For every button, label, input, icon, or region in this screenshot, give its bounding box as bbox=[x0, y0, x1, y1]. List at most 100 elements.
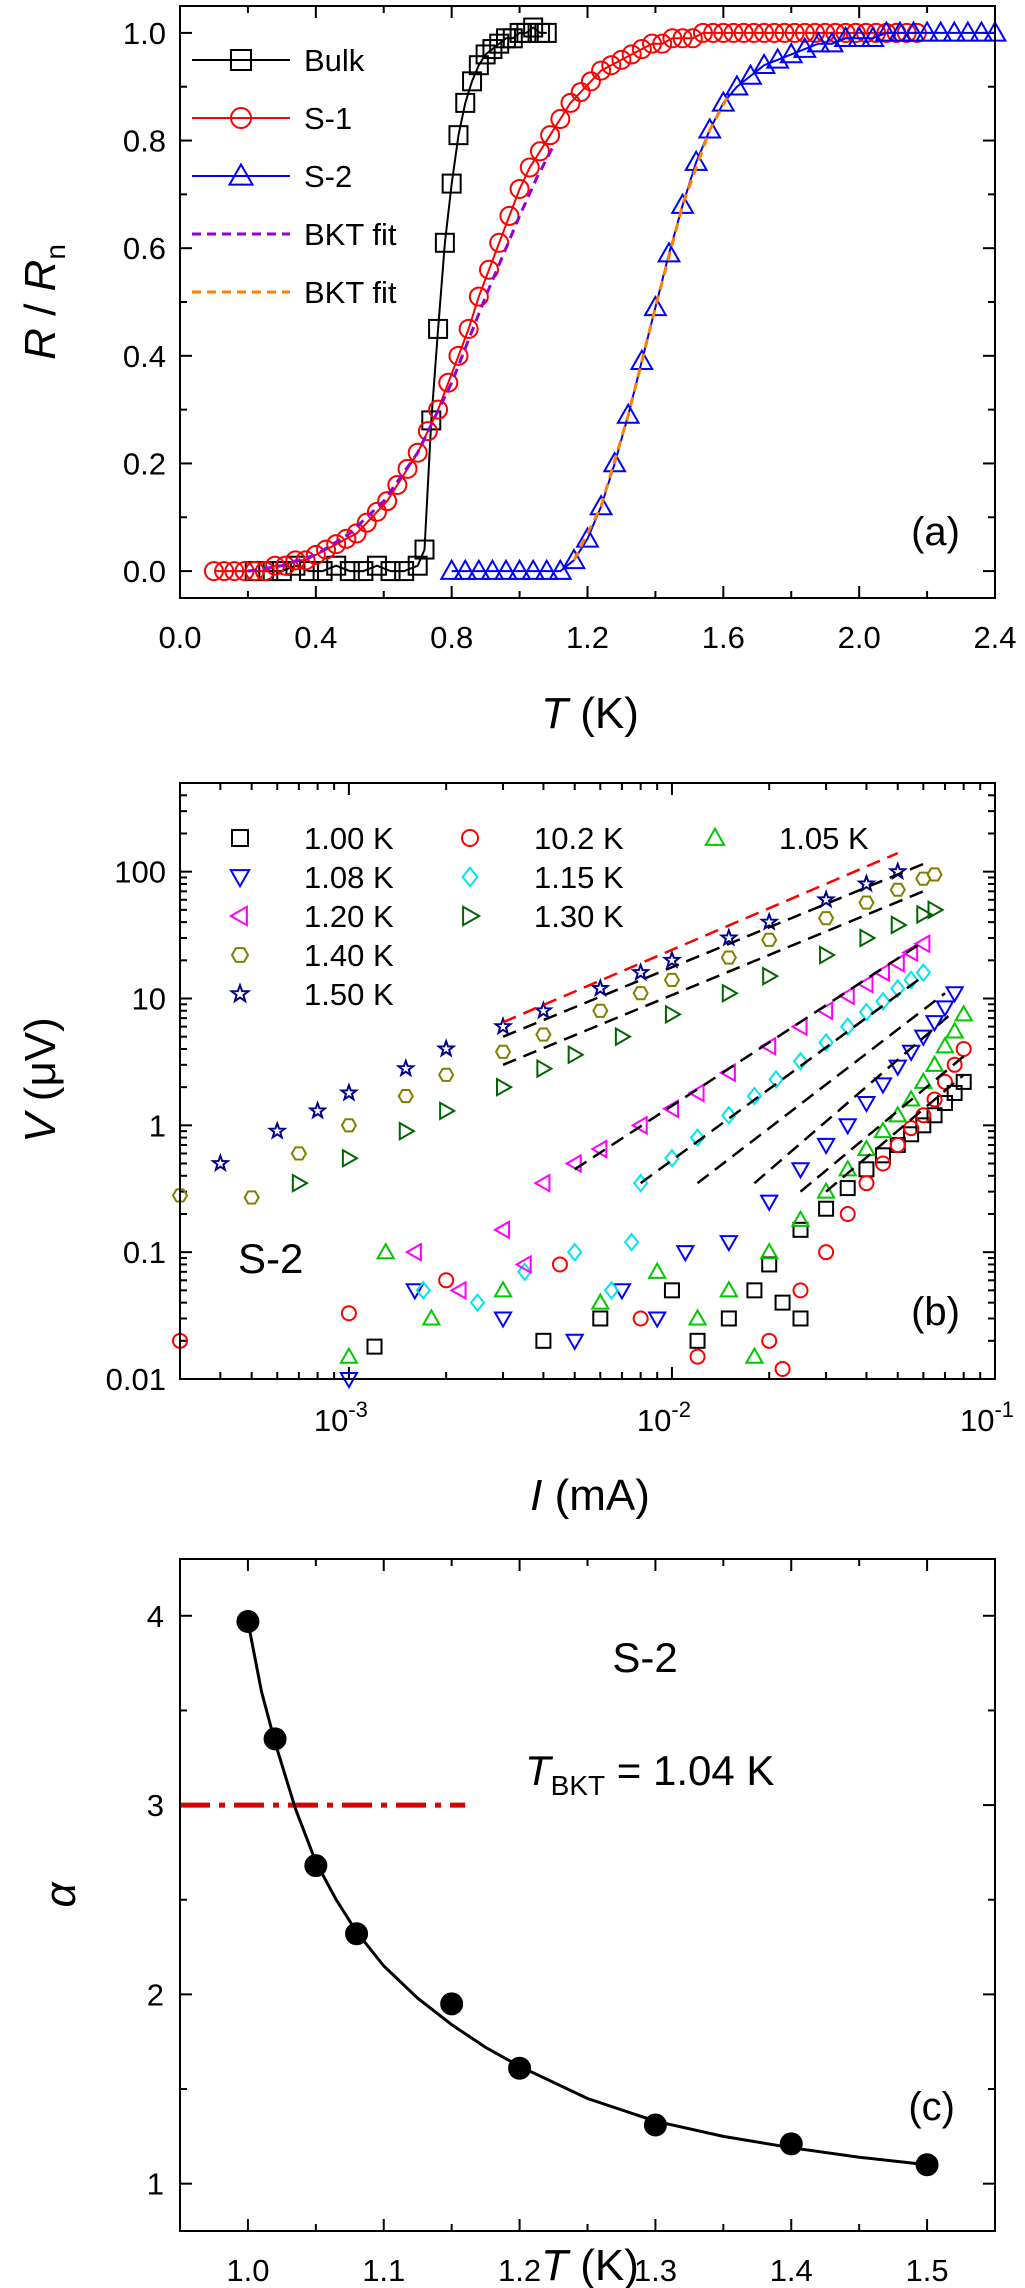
data-point-1_30K bbox=[859, 928, 877, 948]
data-point-s-1 bbox=[540, 125, 561, 146]
legend-marker bbox=[230, 49, 252, 71]
data-point-s-1 bbox=[336, 528, 357, 549]
panel-b-sample-label: S-2 bbox=[238, 1235, 303, 1282]
data-point-1_08K bbox=[887, 1059, 908, 1077]
data-point-1_50K bbox=[630, 961, 651, 982]
data-point-s-2 bbox=[955, 20, 980, 42]
data-point-10_2K bbox=[889, 1136, 906, 1153]
data-point-1_05K bbox=[744, 1346, 765, 1364]
data-point-10_2K bbox=[936, 1073, 953, 1090]
data-point-1_08K bbox=[493, 1311, 513, 1329]
data-point-1_20K bbox=[492, 1220, 511, 1240]
data-point-s-2 bbox=[928, 20, 953, 42]
data-point-s-2 bbox=[602, 451, 627, 473]
panel-a-data bbox=[203, 17, 1008, 582]
x-tick-label: 1.5 bbox=[906, 2253, 949, 2288]
data-point-1_50K bbox=[856, 873, 877, 893]
data-point-1_40K bbox=[243, 1190, 260, 1205]
data-point-10_2K bbox=[926, 1091, 943, 1108]
data-point-1_05K bbox=[339, 1346, 359, 1364]
data-point-1_05K bbox=[421, 1308, 442, 1326]
data-point-s-2 bbox=[466, 558, 491, 580]
data-point-bulk bbox=[489, 33, 510, 54]
data-point-1_08K bbox=[873, 1077, 893, 1095]
data-point-s-1 bbox=[754, 22, 775, 43]
data-point-1_30K bbox=[819, 945, 837, 965]
data-point-1_40K bbox=[926, 867, 943, 882]
panel-b-legend: 1.00 K 10.2 K 1.05 K 1.08 K 1.15 K 1.20 K 1.30… bbox=[228, 821, 869, 1012]
data-point-1_40K bbox=[171, 1188, 189, 1203]
data-point-s-2 bbox=[833, 25, 858, 48]
data-point-1_50K bbox=[210, 1152, 231, 1173]
data-point-s-1 bbox=[580, 71, 601, 92]
data-point-1_20K bbox=[564, 1153, 582, 1174]
data-point-1_20K bbox=[533, 1173, 551, 1193]
data-point-s-2 bbox=[521, 558, 546, 580]
data-point-10_2K bbox=[818, 1244, 835, 1261]
data-point-s-2 bbox=[942, 20, 967, 42]
data-point-1_08K bbox=[913, 1029, 934, 1047]
panel-b-frame bbox=[179, 782, 996, 1380]
power-law-fit-line bbox=[753, 1009, 956, 1185]
data-point-bulk bbox=[434, 232, 455, 253]
data-point-1_05K bbox=[590, 1292, 611, 1310]
panel-a: 0.0 0.4 0.8 1.2 1.6 2.0 2.40.00.20.40.60.81.0 … bbox=[16, 5, 1017, 738]
x-tick-label: 10-2 bbox=[637, 1397, 691, 1438]
data-point-1_20K bbox=[661, 1099, 679, 1119]
data-point-1_50K bbox=[533, 1000, 554, 1020]
data-point-s-2 bbox=[493, 558, 519, 580]
legend-label: S-1 bbox=[304, 101, 352, 136]
data-point-1_05K bbox=[759, 1242, 779, 1260]
data-point-s-1 bbox=[845, 22, 866, 43]
x-tick-label: 1.2 bbox=[498, 2253, 541, 2288]
data-point-1_20K bbox=[514, 1254, 532, 1275]
data-point-s-1 bbox=[794, 22, 815, 43]
data-point-1_00K bbox=[774, 1294, 791, 1311]
legend-marker bbox=[229, 869, 251, 889]
x-tick-label: 10-3 bbox=[314, 1397, 368, 1438]
panel-b-label: (b) bbox=[911, 1290, 960, 1334]
data-point-1_40K bbox=[858, 895, 875, 910]
data-point-1_50K bbox=[815, 889, 837, 909]
data-point-s-1 bbox=[326, 534, 347, 555]
data-point-s-1 bbox=[703, 22, 724, 43]
data-point-s-1 bbox=[387, 474, 408, 495]
data-point-10_2K bbox=[551, 1256, 568, 1273]
data-point-1_40K bbox=[761, 932, 778, 947]
data-point-s-1 bbox=[692, 22, 713, 43]
data-point-1_15K bbox=[903, 970, 919, 990]
panel-c-xlabel: T (K) bbox=[541, 2241, 639, 2288]
x-tick-label: 1.1 bbox=[362, 2253, 405, 2288]
data-point-alpha bbox=[263, 1727, 287, 1751]
legend-label: 1.00 K bbox=[304, 821, 394, 856]
series-line-s-2 bbox=[451, 31, 995, 573]
data-point-s-1 bbox=[652, 33, 673, 54]
data-point-1_05K bbox=[790, 1209, 811, 1227]
data-point-1_30K bbox=[762, 966, 780, 986]
data-point-s-1 bbox=[723, 22, 744, 43]
data-point-1_08K bbox=[759, 1194, 779, 1212]
x-tick-label: 1.4 bbox=[770, 2253, 813, 2288]
y-tick-label: 1 bbox=[147, 2167, 164, 2202]
data-point-1_20K bbox=[856, 974, 874, 994]
data-point-alpha bbox=[779, 2132, 803, 2156]
legend-label: 1.40 K bbox=[304, 938, 394, 973]
data-point-bulk bbox=[468, 55, 489, 76]
data-point-1_15K bbox=[915, 962, 932, 983]
power-law-fit-line bbox=[696, 992, 946, 1185]
data-point-s-1 bbox=[601, 55, 622, 76]
data-point-s-2 bbox=[480, 558, 505, 580]
data-point-s-2 bbox=[847, 25, 872, 48]
data-point-10_2K bbox=[438, 1272, 455, 1289]
y-tick-label: 0.0 bbox=[123, 554, 166, 589]
data-point-1_40K bbox=[889, 882, 906, 897]
data-point-alpha bbox=[236, 1609, 260, 1633]
data-point-1_30K bbox=[664, 1004, 683, 1025]
legend-label: S-2 bbox=[304, 159, 352, 194]
data-point-s-2 bbox=[901, 20, 926, 42]
y-tick-label: 0.2 bbox=[123, 446, 166, 481]
data-point-s-1 bbox=[682, 28, 703, 49]
data-point-1_00K bbox=[858, 1161, 875, 1178]
data-point-s-1 bbox=[458, 318, 479, 339]
